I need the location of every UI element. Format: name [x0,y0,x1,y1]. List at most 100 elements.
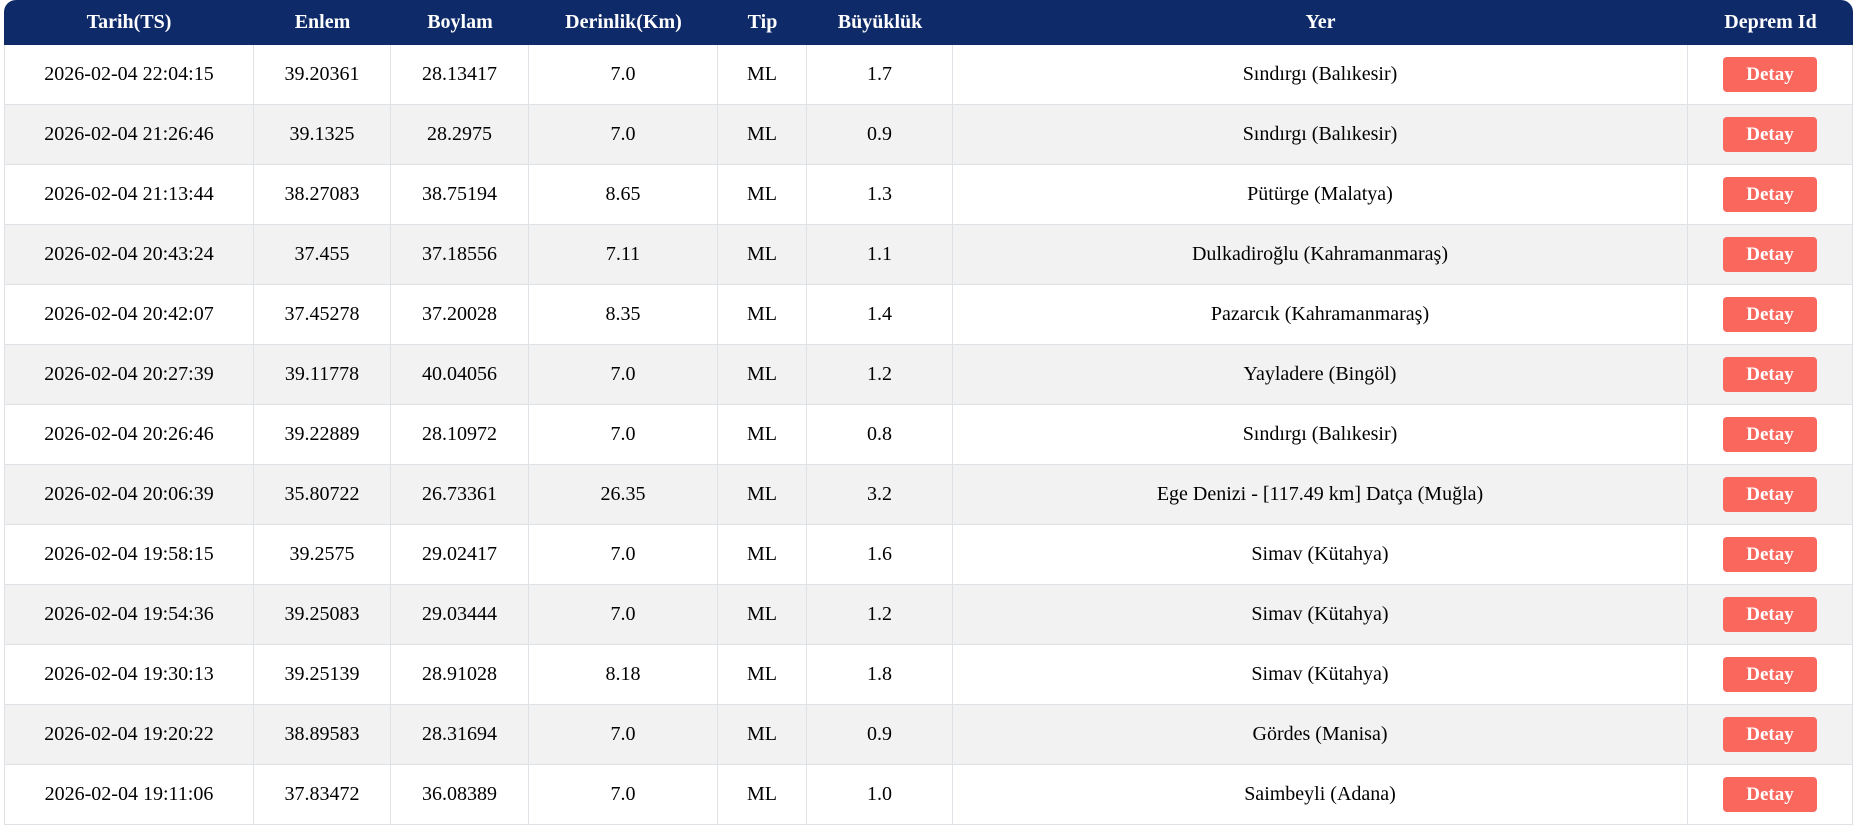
detail-button[interactable]: Detay [1723,717,1817,752]
cell-buyukluk: 1.1 [807,225,953,285]
cell-boylam: 29.03444 [391,585,529,645]
table-row: 2026-02-04 20:26:46 39.22889 28.10972 7.… [4,405,1853,465]
cell-tarih: 2026-02-04 20:26:46 [4,405,254,465]
cell-boylam: 37.20028 [391,285,529,345]
cell-deprem-id: Detay [1688,465,1853,525]
cell-deprem-id: Detay [1688,165,1853,225]
cell-boylam: 26.73361 [391,465,529,525]
cell-yer: Saimbeyli (Adana) [953,765,1688,825]
cell-tarih: 2026-02-04 20:06:39 [4,465,254,525]
table-row: 2026-02-04 21:26:46 39.1325 28.2975 7.0 … [4,105,1853,165]
cell-boylam: 28.31694 [391,705,529,765]
cell-tarih: 2026-02-04 20:27:39 [4,345,254,405]
cell-buyukluk: 1.8 [807,645,953,705]
cell-tarih: 2026-02-04 20:43:24 [4,225,254,285]
cell-deprem-id: Detay [1688,45,1853,105]
cell-tip: ML [718,705,807,765]
cell-boylam: 28.13417 [391,45,529,105]
cell-derinlik: 8.35 [529,285,718,345]
cell-boylam: 37.18556 [391,225,529,285]
cell-derinlik: 7.0 [529,45,718,105]
cell-boylam: 28.2975 [391,105,529,165]
detail-button[interactable]: Detay [1723,477,1817,512]
cell-tip: ML [718,585,807,645]
cell-derinlik: 8.65 [529,165,718,225]
cell-enlem: 35.80722 [254,465,391,525]
column-header-buyukluk: Büyüklük [807,0,953,45]
cell-derinlik: 7.0 [529,345,718,405]
cell-tarih: 2026-02-04 21:26:46 [4,105,254,165]
cell-yer: Dulkadiroğlu (Kahramanmaraş) [953,225,1688,285]
cell-buyukluk: 0.9 [807,105,953,165]
detail-button[interactable]: Detay [1723,117,1817,152]
cell-enlem: 38.89583 [254,705,391,765]
cell-deprem-id: Detay [1688,405,1853,465]
table-row: 2026-02-04 19:58:15 39.2575 29.02417 7.0… [4,525,1853,585]
cell-boylam: 28.10972 [391,405,529,465]
cell-yer: Simav (Kütahya) [953,585,1688,645]
cell-yer: Sındırgı (Balıkesir) [953,405,1688,465]
cell-yer: Simav (Kütahya) [953,525,1688,585]
cell-derinlik: 26.35 [529,465,718,525]
column-header-enlem: Enlem [254,0,391,45]
cell-enlem: 39.25139 [254,645,391,705]
earthquake-table: Tarih(TS) Enlem Boylam Derinlik(Km) Tip … [4,0,1853,825]
cell-derinlik: 7.11 [529,225,718,285]
cell-deprem-id: Detay [1688,645,1853,705]
cell-tip: ML [718,225,807,285]
detail-button[interactable]: Detay [1723,297,1817,332]
column-header-tip: Tip [718,0,807,45]
cell-enlem: 39.1325 [254,105,391,165]
cell-enlem: 39.25083 [254,585,391,645]
cell-boylam: 28.91028 [391,645,529,705]
cell-enlem: 37.83472 [254,765,391,825]
detail-button[interactable]: Detay [1723,357,1817,392]
cell-tarih: 2026-02-04 20:42:07 [4,285,254,345]
column-header-deprem-id: Deprem Id [1688,0,1853,45]
cell-derinlik: 7.0 [529,525,718,585]
cell-tip: ML [718,405,807,465]
cell-boylam: 40.04056 [391,345,529,405]
table-header-row: Tarih(TS) Enlem Boylam Derinlik(Km) Tip … [4,0,1853,45]
detail-button[interactable]: Detay [1723,657,1817,692]
table-row: 2026-02-04 20:27:39 39.11778 40.04056 7.… [4,345,1853,405]
cell-tip: ML [718,105,807,165]
detail-button[interactable]: Detay [1723,417,1817,452]
cell-tip: ML [718,285,807,345]
cell-deprem-id: Detay [1688,105,1853,165]
detail-button[interactable]: Detay [1723,537,1817,572]
cell-tarih: 2026-02-04 22:04:15 [4,45,254,105]
detail-button[interactable]: Detay [1723,57,1817,92]
cell-tip: ML [718,45,807,105]
cell-yer: Sındırgı (Balıkesir) [953,105,1688,165]
cell-yer: Yayladere (Bingöl) [953,345,1688,405]
cell-yer: Sındırgı (Balıkesir) [953,45,1688,105]
cell-tip: ML [718,465,807,525]
cell-buyukluk: 1.0 [807,765,953,825]
cell-buyukluk: 3.2 [807,465,953,525]
cell-derinlik: 7.0 [529,105,718,165]
table-row: 2026-02-04 21:13:44 38.27083 38.75194 8.… [4,165,1853,225]
table-row: 2026-02-04 19:54:36 39.25083 29.03444 7.… [4,585,1853,645]
column-header-derinlik: Derinlik(Km) [529,0,718,45]
detail-button[interactable]: Detay [1723,597,1817,632]
column-header-boylam: Boylam [391,0,529,45]
cell-tip: ML [718,525,807,585]
detail-button[interactable]: Detay [1723,177,1817,212]
cell-yer: Gördes (Manisa) [953,705,1688,765]
detail-button[interactable]: Detay [1723,777,1817,812]
cell-derinlik: 8.18 [529,645,718,705]
cell-enlem: 39.2575 [254,525,391,585]
cell-tarih: 2026-02-04 19:54:36 [4,585,254,645]
detail-button[interactable]: Detay [1723,237,1817,272]
cell-tip: ML [718,765,807,825]
cell-deprem-id: Detay [1688,765,1853,825]
column-header-tarih: Tarih(TS) [4,0,254,45]
cell-boylam: 38.75194 [391,165,529,225]
table-row: 2026-02-04 19:11:06 37.83472 36.08389 7.… [4,765,1853,825]
cell-enlem: 39.20361 [254,45,391,105]
cell-buyukluk: 0.9 [807,705,953,765]
cell-enlem: 39.11778 [254,345,391,405]
cell-enlem: 37.455 [254,225,391,285]
cell-boylam: 29.02417 [391,525,529,585]
